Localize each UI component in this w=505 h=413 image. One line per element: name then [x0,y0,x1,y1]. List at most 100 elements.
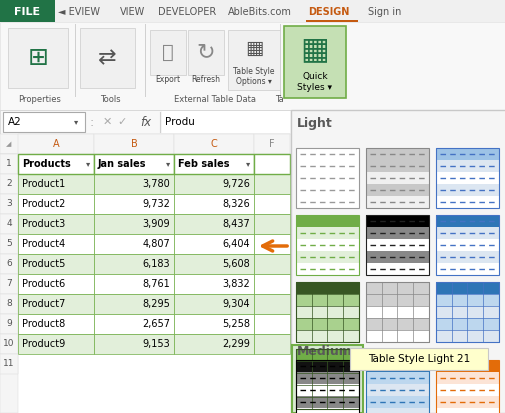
Bar [365,408,428,413]
Text: Product6: Product6 [22,279,65,289]
Text: 9,732: 9,732 [142,199,170,209]
Bar [0,0,55,22]
Text: External Table Data: External Table Data [174,95,256,104]
Bar [0,314,18,334]
Text: Properties: Properties [19,95,61,104]
Text: Medium: Medium [296,345,352,358]
Bar [365,227,428,239]
Bar [174,174,254,194]
Bar [94,274,174,294]
Text: 4: 4 [6,219,12,228]
Bar [295,384,358,396]
Bar [295,148,358,160]
Bar [3,112,85,132]
Bar [149,30,186,75]
Bar [18,254,94,274]
Bar [94,134,174,154]
Text: ▾: ▾ [166,159,170,169]
Bar [435,172,498,184]
Bar [94,154,174,174]
Text: ▦: ▦ [300,36,329,64]
Bar [435,318,498,330]
Bar [365,396,428,408]
Text: Products: Products [22,159,71,169]
Text: 11: 11 [3,359,15,368]
Bar [295,361,358,373]
Text: ✓: ✓ [117,117,126,127]
Bar [435,282,498,342]
Bar [0,154,18,174]
Bar [0,294,18,314]
Bar [174,274,254,294]
Text: Jan sales: Jan sales [98,159,146,169]
Text: VIEW: VIEW [120,7,145,17]
Bar [295,251,358,263]
Bar [18,134,94,154]
Text: Export: Export [155,76,180,85]
Text: 5,258: 5,258 [222,319,249,329]
Text: Product5: Product5 [22,259,65,269]
Bar [365,384,428,396]
Bar [283,26,345,98]
Bar [18,274,94,294]
Bar [18,294,94,314]
Bar [0,134,505,154]
Bar [0,134,505,413]
Bar [295,396,358,408]
Bar [295,408,358,413]
Bar [365,282,428,342]
Bar [295,227,358,239]
Bar [295,349,358,409]
Bar [365,360,428,413]
Text: B: B [130,139,137,149]
Text: AbleBits.com: AbleBits.com [228,7,291,17]
Bar [295,373,358,385]
Bar [295,282,358,342]
Text: Sign in: Sign in [367,7,400,17]
Bar [295,349,358,361]
Bar [295,330,358,342]
Bar [94,294,174,314]
Bar [435,330,498,342]
Bar [254,294,289,314]
Bar [365,239,428,251]
Bar [435,148,498,160]
Text: 6,183: 6,183 [142,259,170,269]
Text: A: A [53,139,59,149]
Bar [291,345,362,413]
Text: 6: 6 [6,259,12,268]
Bar [295,172,358,184]
Bar [174,334,254,354]
Bar [18,194,94,214]
Text: 9: 9 [6,320,12,328]
Text: 7: 7 [6,280,12,289]
Bar [435,408,498,413]
Text: 8,437: 8,437 [222,219,249,229]
Text: FILE: FILE [14,7,40,17]
Bar [174,134,254,154]
Bar [295,306,358,318]
Bar [94,334,174,354]
Text: Light: Light [296,117,332,130]
Bar [254,174,289,194]
Bar [94,214,174,234]
Bar [0,194,18,214]
Bar [435,227,498,239]
Text: Table Style: Table Style [233,67,274,76]
Bar [0,214,18,234]
Bar [435,263,498,275]
Bar [254,234,289,254]
Bar [365,184,428,196]
Text: Product3: Product3 [22,219,65,229]
Bar [0,154,18,413]
Bar [94,254,174,274]
Bar [365,172,428,184]
Text: 8: 8 [6,299,12,309]
Bar [94,234,174,254]
Bar [174,154,254,174]
Bar [94,314,174,334]
Text: 3: 3 [6,199,12,209]
Bar [295,148,358,208]
Bar [18,314,94,334]
Bar [254,254,289,274]
